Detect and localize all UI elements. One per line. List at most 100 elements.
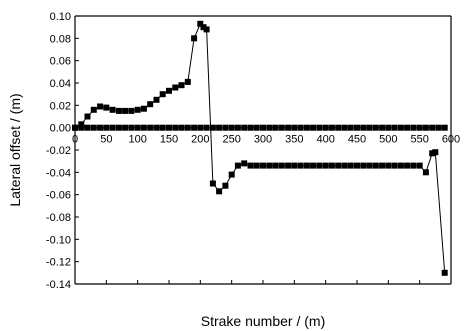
data-point xyxy=(90,106,97,113)
y-tick-label: 0.10 xyxy=(50,11,71,23)
data-point xyxy=(172,84,179,91)
data-point xyxy=(278,162,285,169)
data-point xyxy=(347,162,354,169)
data-point xyxy=(203,26,210,33)
data-point xyxy=(379,124,386,131)
data-point xyxy=(272,124,279,131)
y-axis-ticks: -0.14-0.12-0.10-0.08-0.06-0.04-0.020.000… xyxy=(46,11,79,291)
x-tick-label: 450 xyxy=(348,134,366,146)
y-tick-label: -0.12 xyxy=(46,257,71,269)
y-tick-label: -0.08 xyxy=(46,212,71,224)
data-point xyxy=(303,124,310,131)
data-point xyxy=(241,124,248,131)
data-point xyxy=(134,124,141,131)
data-point xyxy=(72,124,78,131)
data-point xyxy=(404,124,411,131)
data-point xyxy=(347,124,354,131)
data-point xyxy=(379,162,386,169)
data-point xyxy=(354,124,360,131)
data-point xyxy=(241,160,248,167)
data-point xyxy=(272,162,279,169)
x-tick-label: 250 xyxy=(222,134,240,146)
x-tick-label: 600 xyxy=(442,134,460,146)
data-point xyxy=(278,124,285,131)
y-tick-label: -0.14 xyxy=(46,279,71,291)
data-point xyxy=(109,124,116,131)
y-tick-label: 0.00 xyxy=(50,123,71,135)
data-point xyxy=(115,124,122,131)
data-point xyxy=(316,162,323,169)
data-point xyxy=(200,24,207,31)
x-tick-label: 50 xyxy=(100,134,112,146)
data-point xyxy=(122,124,129,131)
data-point xyxy=(234,162,241,169)
data-point xyxy=(416,124,423,131)
data-point xyxy=(297,124,304,131)
data-point xyxy=(228,171,235,178)
data-point xyxy=(385,162,392,169)
data-point xyxy=(197,20,204,27)
data-point xyxy=(422,169,429,176)
data-point xyxy=(203,124,210,131)
data-point xyxy=(247,124,254,131)
x-tick-label: 100 xyxy=(128,134,146,146)
data-point xyxy=(429,124,436,131)
data-point xyxy=(228,124,235,131)
data-point xyxy=(147,101,154,108)
data-point xyxy=(159,124,166,131)
data-point xyxy=(191,35,198,42)
data-point xyxy=(404,162,411,169)
data-point xyxy=(97,103,104,110)
data-point xyxy=(84,124,91,131)
data-point xyxy=(291,124,298,131)
data-point xyxy=(366,124,373,131)
data-point xyxy=(178,82,185,89)
y-axis-title: Lateral offset / (m) xyxy=(7,93,23,206)
data-point xyxy=(410,162,417,169)
data-point xyxy=(166,87,172,94)
data-point xyxy=(197,124,204,131)
data-point xyxy=(234,124,241,131)
data-point xyxy=(429,150,436,157)
data-point xyxy=(78,124,85,131)
x-tick-label: 0 xyxy=(72,134,78,146)
data-point xyxy=(222,124,229,131)
data-point xyxy=(184,78,191,85)
data-point xyxy=(341,124,348,131)
x-tick-label: 550 xyxy=(410,134,428,146)
data-point xyxy=(134,106,141,113)
data-point xyxy=(266,124,273,131)
data-point xyxy=(260,124,266,131)
data-point xyxy=(316,124,323,131)
data-point xyxy=(391,162,398,169)
data-point xyxy=(432,149,439,156)
series-layer xyxy=(72,20,448,276)
y-tick-label: -0.10 xyxy=(46,234,71,246)
data-point xyxy=(78,121,85,128)
data-point xyxy=(310,124,317,131)
data-point xyxy=(159,91,166,98)
data-point xyxy=(303,162,310,169)
data-point xyxy=(297,162,304,169)
data-point xyxy=(366,162,373,169)
data-point xyxy=(128,124,135,131)
data-point xyxy=(153,96,160,103)
data-point xyxy=(397,124,404,131)
data-point xyxy=(354,162,360,169)
data-point xyxy=(103,124,110,131)
data-point xyxy=(172,124,179,131)
data-point xyxy=(90,124,97,131)
y-tick-label: -0.02 xyxy=(46,145,71,157)
data-point xyxy=(391,124,398,131)
x-tick-label: 300 xyxy=(254,134,272,146)
data-point xyxy=(191,124,198,131)
x-tick-label: 350 xyxy=(285,134,303,146)
data-point xyxy=(266,162,273,169)
data-point xyxy=(360,124,367,131)
data-point xyxy=(122,107,129,114)
data-point xyxy=(147,124,154,131)
data-point xyxy=(335,162,342,169)
data-point xyxy=(109,106,116,113)
data-point xyxy=(166,124,172,131)
